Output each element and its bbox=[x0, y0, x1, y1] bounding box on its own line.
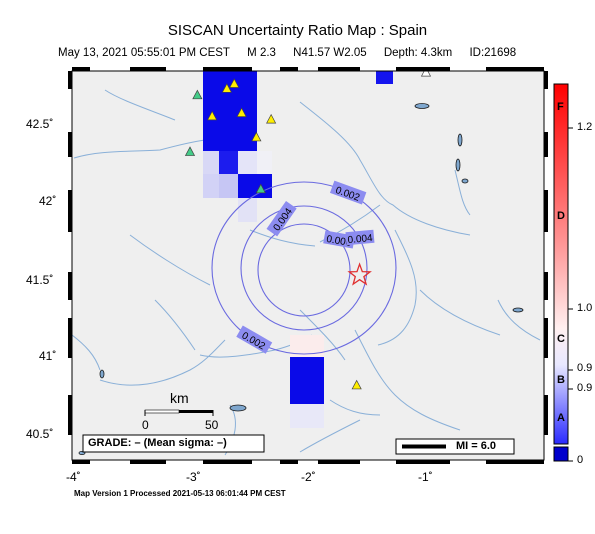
scale-tick-0: 0 bbox=[142, 418, 149, 432]
colorbar bbox=[553, 83, 573, 462]
x-tick-label: -2˚ bbox=[301, 470, 316, 484]
y-tick-label: 41.5˚ bbox=[26, 273, 54, 287]
contour-label: 0.004 bbox=[347, 233, 373, 246]
colorbar-letter: F bbox=[557, 101, 564, 113]
station-triangle-icon bbox=[266, 113, 277, 124]
scale-tick-50: 50 bbox=[205, 418, 219, 432]
station-triangle-icon bbox=[236, 107, 247, 117]
star-icon bbox=[347, 262, 372, 286]
mi-legend-text: MI = 6.0 bbox=[456, 440, 497, 452]
frame-ticks bbox=[68, 67, 548, 464]
grade-text: GRADE: – (Mean sigma: –) bbox=[88, 437, 227, 449]
lakes bbox=[78, 103, 524, 455]
event-location: N41.57 W2.05 bbox=[293, 47, 367, 59]
event-subtitle: May 13, 2021 05:55:01 PM CEST M 2.3 N41.… bbox=[58, 47, 530, 59]
scale-unit-label: km bbox=[170, 390, 189, 406]
colorbar-value: 1.2 bbox=[577, 121, 593, 133]
station-triangle-icon bbox=[184, 146, 196, 156]
y-tick-label: 41˚ bbox=[39, 349, 57, 363]
event-depth: Depth: 4.3km bbox=[383, 47, 453, 59]
colorbar-value: 0 bbox=[577, 454, 584, 466]
station-triangle-icon bbox=[192, 89, 203, 100]
colorbar-value: 1.0 bbox=[577, 302, 593, 314]
event-id: ID:21698 bbox=[469, 47, 517, 59]
station-triangle-icon bbox=[229, 78, 240, 88]
y-tick-label: 42.5˚ bbox=[26, 117, 54, 131]
event-datetime: May 13, 2021 05:55:01 PM CEST bbox=[58, 47, 230, 59]
y-tick-label: 42˚ bbox=[39, 194, 57, 208]
colorbar-value: 0.9 bbox=[577, 362, 593, 374]
x-tick-label: -1˚ bbox=[418, 470, 433, 484]
x-tick-label: -4˚ bbox=[66, 470, 81, 484]
map-title: SISCAN Uncertainty Ratio Map : Spain bbox=[167, 22, 428, 39]
station-triangle-icon bbox=[351, 379, 362, 390]
contour-labels: 0.002 0.004 0.006 0.004 0.002 bbox=[236, 180, 375, 354]
station-triangle-icon bbox=[251, 131, 262, 142]
map-footer: Map Version 1 Processed 2021-05-13 06:01… bbox=[74, 489, 286, 498]
grade-box bbox=[82, 434, 265, 453]
contour-lines bbox=[211, 181, 397, 355]
colorbar-letter: C bbox=[557, 333, 565, 345]
station-triangle-icon bbox=[221, 83, 232, 93]
colorbar-letter: A bbox=[557, 412, 565, 424]
x-tick-label: -3˚ bbox=[186, 470, 201, 484]
colorbar-value: 0.9 bbox=[577, 382, 593, 394]
colorbar-letter: D bbox=[557, 210, 565, 222]
stations bbox=[184, 66, 432, 390]
station-triangle-icon bbox=[255, 183, 266, 194]
colorbar-letter: B bbox=[557, 374, 565, 386]
y-tick-label: 40.5˚ bbox=[26, 427, 54, 441]
event-magnitude: M 2.3 bbox=[247, 47, 276, 59]
map-frame bbox=[71, 70, 545, 461]
scale-bar bbox=[144, 409, 214, 416]
contour-label: 0.006 bbox=[325, 234, 352, 249]
station-triangle-icon bbox=[207, 110, 218, 121]
station-triangle-icon bbox=[420, 66, 432, 77]
mi-legend bbox=[395, 438, 515, 455]
